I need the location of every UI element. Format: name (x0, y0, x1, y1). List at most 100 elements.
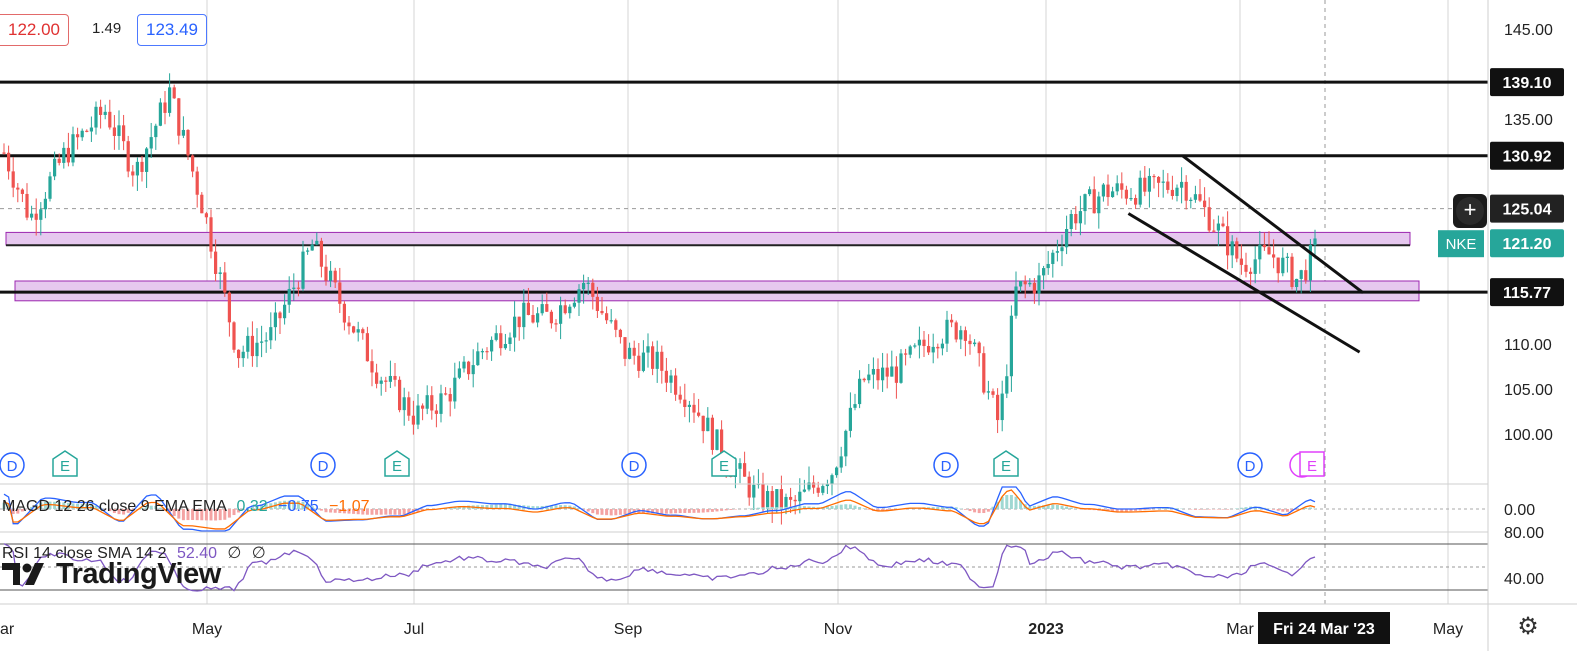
macd-histogram-bar (1009, 495, 1013, 509)
rsi-legend[interactable]: RSI 14 close SMA 14 2 52.40 ∅ ∅ (2, 543, 266, 563)
macd-histogram-bar (154, 505, 158, 509)
candle-body (186, 129, 190, 156)
candle-body (802, 489, 806, 492)
tradingview-logo[interactable]: TradingView (2, 556, 221, 592)
candle-body (959, 330, 963, 340)
gear-icon[interactable]: ⚙ (1517, 613, 1539, 640)
level-label-139[interactable]: 139.10 (1503, 75, 1552, 92)
candle-body (223, 272, 227, 293)
earnings-marker[interactable] (52, 450, 78, 477)
candle-body (99, 106, 103, 115)
macd-histogram-bar (342, 509, 346, 514)
time-tick-label: Sep (614, 621, 643, 638)
earnings-marker[interactable] (711, 450, 737, 477)
macd-histogram-bar (867, 509, 871, 510)
candle-body (936, 346, 940, 349)
candle-body (425, 395, 429, 409)
macd-histogram-value: 0.32 (236, 498, 268, 515)
dividend-marker[interactable] (0, 452, 25, 478)
candle-body (1000, 393, 1004, 421)
dividend-marker[interactable] (1237, 452, 1263, 478)
macd-histogram-bar (651, 509, 655, 514)
level-label-115[interactable]: 115.77 (1503, 285, 1551, 302)
macd-signal-line (3, 489, 1316, 530)
macd-histogram-bar (605, 509, 609, 516)
symbol-badge[interactable]: NKE (1446, 236, 1477, 253)
macd-histogram-bar (260, 505, 264, 509)
candle-body (480, 351, 484, 353)
candle-body (1046, 263, 1050, 269)
candle-body (858, 378, 862, 405)
macd-histogram-bar (1014, 496, 1018, 509)
candle-body (577, 289, 581, 303)
earnings-pending-marker[interactable] (1299, 451, 1325, 477)
macd-histogram-bar (885, 509, 889, 511)
candle-body (710, 417, 714, 450)
dashed-level-label[interactable]: 125.04 (1503, 202, 1552, 219)
dividend-marker[interactable] (933, 452, 959, 478)
macd-histogram-bar (802, 506, 806, 509)
ask-price[interactable]: 123.49 (137, 14, 207, 46)
candle-body (779, 489, 783, 509)
macd-histogram-bar (876, 509, 880, 512)
macd-histogram-bar (421, 509, 425, 512)
price-tick-label: 135.00 (1504, 112, 1553, 129)
candle-body (692, 404, 696, 413)
macd-histogram-bar (158, 507, 162, 509)
macd-histogram-bar (71, 503, 75, 509)
earnings-marker[interactable] (993, 450, 1019, 477)
macd-histogram-bar (848, 504, 852, 509)
macd-histogram-bar (1138, 509, 1142, 511)
level-label-130[interactable]: 130.92 (1503, 149, 1552, 166)
macd-histogram-bar (756, 507, 760, 509)
candle-body (200, 194, 204, 214)
level-label-130-bg (1490, 141, 1564, 170)
macd-histogram-bar (200, 509, 204, 521)
candle-body (103, 111, 107, 115)
macd-histogram-bar (963, 509, 967, 510)
macd-histogram-bar (1074, 508, 1078, 509)
bid-price[interactable]: 122.00 (0, 14, 69, 46)
candle-body (181, 129, 185, 136)
candle-body (1212, 230, 1216, 232)
macd-histogram-bar (457, 506, 461, 509)
macd-histogram-bar (356, 509, 360, 515)
candle-body (39, 209, 43, 220)
grid (0, 0, 1460, 604)
macd-histogram-bar (117, 509, 121, 515)
dividend-marker[interactable] (621, 452, 647, 478)
macd-legend[interactable]: MAGD 12 26 close 9 EMA EMA 0.32 −0.75 −1… (2, 498, 370, 516)
crosshair-date-label[interactable]: Fri 24 Mar '23 (1273, 621, 1375, 638)
macd-histogram-bar (697, 509, 701, 513)
candle-body (674, 375, 678, 395)
candle-body (1134, 198, 1138, 205)
last-price-label[interactable]: 121.20 (1503, 236, 1552, 253)
candle-body (209, 217, 213, 252)
macd-histogram-bar (1046, 504, 1050, 509)
macd-histogram-bar (720, 509, 724, 511)
candle-body (1216, 223, 1220, 231)
macd-histogram-bar (554, 505, 558, 509)
add-alert-icon[interactable]: + (1456, 197, 1484, 225)
macd-histogram-bar (940, 507, 944, 509)
macd-histogram-bar (214, 509, 218, 521)
candle-body (1295, 278, 1299, 287)
macd-histogram-bar (462, 505, 466, 509)
macd-histogram-bar (559, 505, 563, 509)
macd-histogram-bar (204, 509, 208, 521)
macd-histogram-bar (752, 508, 756, 509)
event-markers[interactable]: D D D D DE E E E E (0, 450, 1325, 478)
earnings-marker[interactable] (384, 450, 410, 477)
macd-histogram-bar (835, 505, 839, 509)
candle-body (398, 379, 402, 411)
macd-histogram-bar (706, 509, 710, 513)
macd-histogram-bar (536, 506, 540, 509)
macd-histogram-bar (1198, 509, 1202, 510)
candle-body (986, 391, 990, 393)
candle-body (595, 296, 599, 311)
macd-histogram-bar (1161, 508, 1165, 509)
dividend-marker[interactable] (310, 452, 336, 478)
macd-histogram-bar (223, 509, 227, 520)
